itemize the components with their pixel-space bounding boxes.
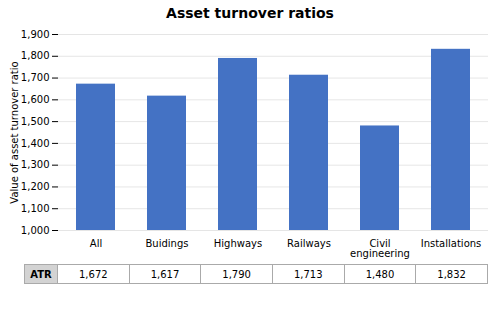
html-text:1,832: 1,832 [437, 269, 466, 280]
html-text:ATR: ATR [30, 269, 52, 280]
svg-text:1,100: 1,100 [21, 203, 50, 214]
html-text:1,617: 1,617 [150, 269, 180, 280]
svg-text:1,400: 1,400 [21, 138, 50, 149]
svg-text:All: All [90, 238, 102, 249]
svg-text:Value of asset turnover ratio: Value of asset turnover ratio [9, 61, 20, 203]
svg-text:1,600: 1,600 [21, 94, 50, 105]
svg-text:1,900: 1,900 [21, 29, 50, 40]
svg-text:Highways: Highways [214, 238, 262, 249]
svg-text:Railways: Railways [287, 238, 331, 249]
svg-text:1,200: 1,200 [21, 181, 50, 192]
html-text:1,480: 1,480 [365, 269, 395, 280]
svg-text:Civilengineering: Civilengineering [350, 238, 410, 259]
svg-text:1,300: 1,300 [21, 159, 50, 170]
html-text:1,790: 1,790 [222, 269, 251, 280]
svg-text:1,000: 1,000 [21, 225, 50, 236]
html-text:1,672: 1,672 [79, 269, 108, 280]
svg-text:Buidings: Buidings [146, 238, 189, 249]
svg-text:Installations: Installations [421, 238, 482, 249]
html-text:1,713: 1,713 [294, 269, 323, 280]
svg-text:1,500: 1,500 [21, 116, 50, 127]
svg-text:1,800: 1,800 [21, 50, 50, 61]
html-text:Asset turnover ratios: Asset turnover ratios [166, 5, 334, 21]
svg-text:1,700: 1,700 [21, 72, 50, 83]
